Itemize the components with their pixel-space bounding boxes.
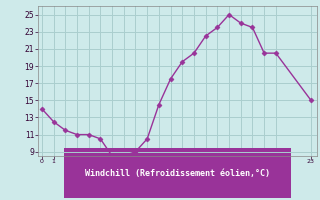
X-axis label: Windchill (Refroidissement éolien,°C): Windchill (Refroidissement éolien,°C) [85, 169, 270, 178]
